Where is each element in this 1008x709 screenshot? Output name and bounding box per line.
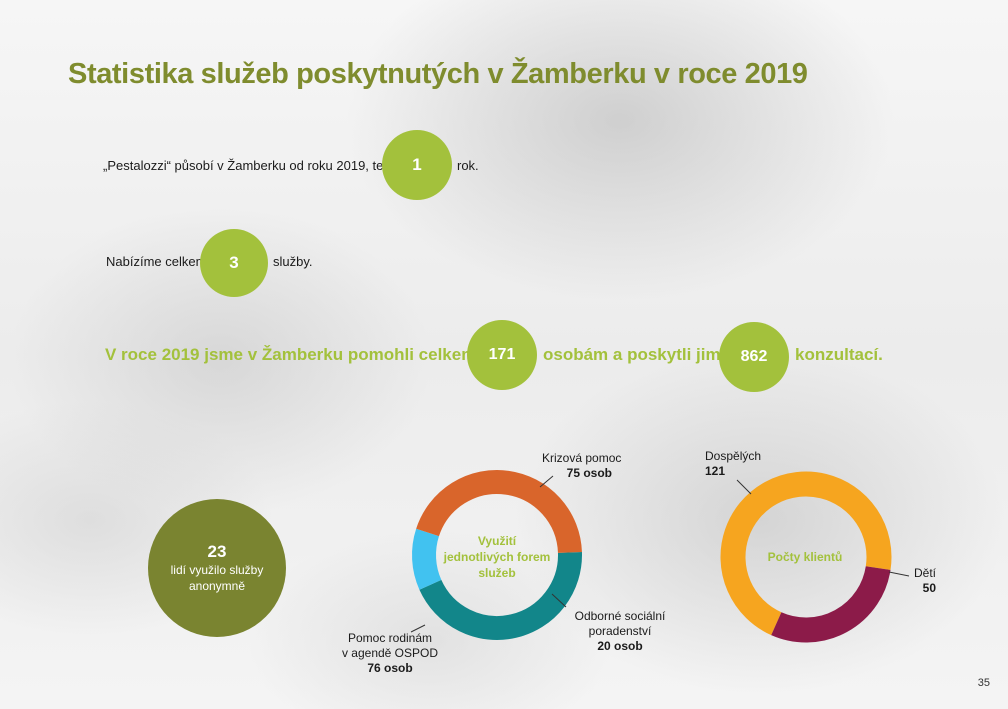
years-text: „Pestalozzi“ působí v Žamberku od roku 2… [103,158,398,173]
donut2-slice-deti [771,565,891,643]
krizova-name: Krizová pomoc [542,451,622,465]
page-number: 35 [977,677,990,689]
donut-client-counts [720,471,892,643]
page-title: Statistika služeb poskytnutých v Žamberk… [68,58,808,90]
consultations-value-circle: 862 [719,322,789,392]
pomoc-value: 76 osob [367,661,413,675]
label-deti: Dětí 50 [912,566,936,596]
pomoc-name-line2: v agendě OSPOD [341,646,439,660]
years-unit: rok. [457,158,479,173]
anonymous-label-line2: anonymně [188,579,246,593]
anonymous-value: 23 [207,542,227,561]
donut-service-forms [412,470,582,640]
odborne-name-line2: poradenství [588,624,652,638]
services-unit: služby. [273,254,313,269]
summary-text-part2: osobám a poskytli jim [543,345,721,364]
dospelych-value: 121 [705,464,726,478]
donut1-slice-pomoc-rodinam-v-agende-ospod [416,470,582,554]
pomoc-name-line1: Pomoc rodinám [347,631,433,645]
summary-text-part3: konzultací. [795,345,883,364]
donut1-center-title: Využití jednotlivých forem služeb [432,533,562,581]
donut1-slice-odborne-socialni-poradenstvi [412,528,442,590]
label-pomoc: Pomoc rodinám v agendě OSPOD 76 osob [330,631,450,676]
deti-name: Dětí [913,566,936,580]
donut2-slice-dospelych [720,471,892,636]
donut1-slice-krizova-pomoc [419,552,582,640]
label-krizova: Krizová pomoc 75 osob [542,451,622,481]
leader-line-krizova [539,475,554,488]
odborne-value: 20 osob [597,639,643,653]
donut1-title-line1: Využití [477,534,517,548]
donut2-center-title: Počty klientů [767,550,843,564]
leader-line-deti [888,571,910,577]
donut1-title-line3: služeb [478,566,516,580]
odborne-name-line1: Odborné sociální [574,609,666,623]
donut1-title-line2: jednotlivých forem [443,550,551,564]
label-dospelych: Dospělých 121 [705,449,761,479]
krizova-value: 75 osob [566,466,612,480]
services-text: Nabízíme celkem [106,254,207,269]
label-odborne: Odborné sociální poradenství 20 osob [565,609,675,654]
anonymous-label-line1: lidí využilo služby [170,563,264,577]
leader-line-odborne [551,593,567,608]
deti-value: 50 [922,581,936,595]
services-value-circle: 3 [200,229,268,297]
summary-text-part1: V roce 2019 jsme v Žamberku pomohli celk… [105,345,477,364]
anonymous-clients-circle: 23 lidí využilo služby anonymně [148,499,286,637]
years-value-circle: 1 [382,130,452,200]
clients-value-circle: 171 [467,320,537,390]
leader-line-pomoc [410,624,426,633]
leader-line-dospelych [736,479,752,495]
dospelych-name: Dospělých [705,449,762,463]
